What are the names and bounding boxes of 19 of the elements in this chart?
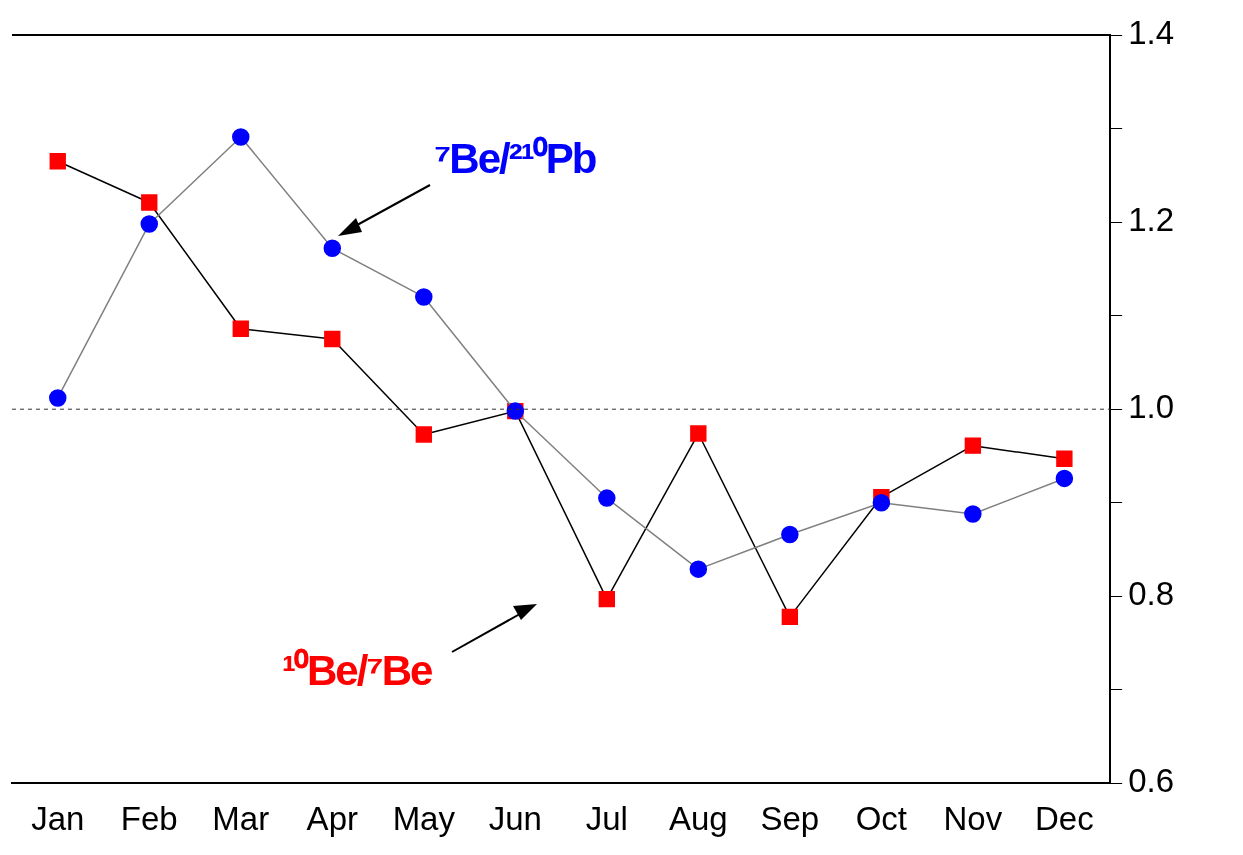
y-tick-label: 0.6 (1128, 762, 1174, 800)
y-tick-label: 0.8 (1128, 575, 1174, 613)
x-tick-label: Aug (668, 800, 728, 838)
y-tick-label: 1.2 (1128, 201, 1174, 239)
x-tick-label: Oct (855, 800, 908, 838)
x-tick-label: Jul (585, 800, 628, 838)
x-tick-label: Jan (31, 800, 85, 838)
x-tick-label: Apr (306, 800, 358, 838)
text: ⁷Be/²¹⁰Pb (434, 134, 596, 184)
x-tick-label: Sep (760, 800, 820, 838)
x-tick-label: May (392, 800, 456, 838)
x-tick-label: Feb (120, 800, 178, 838)
x-tick-label: Dec (1035, 800, 1094, 838)
y-tick-label: 1.0 (1128, 388, 1174, 426)
x-tick-label: Nov (943, 800, 1003, 838)
x-tick-label: Mar (212, 800, 270, 838)
y-tick-label: 1.4 (1128, 14, 1174, 52)
text: ¹⁰Be/⁷Be (282, 646, 432, 696)
x-tick-label: Jun (488, 800, 542, 838)
